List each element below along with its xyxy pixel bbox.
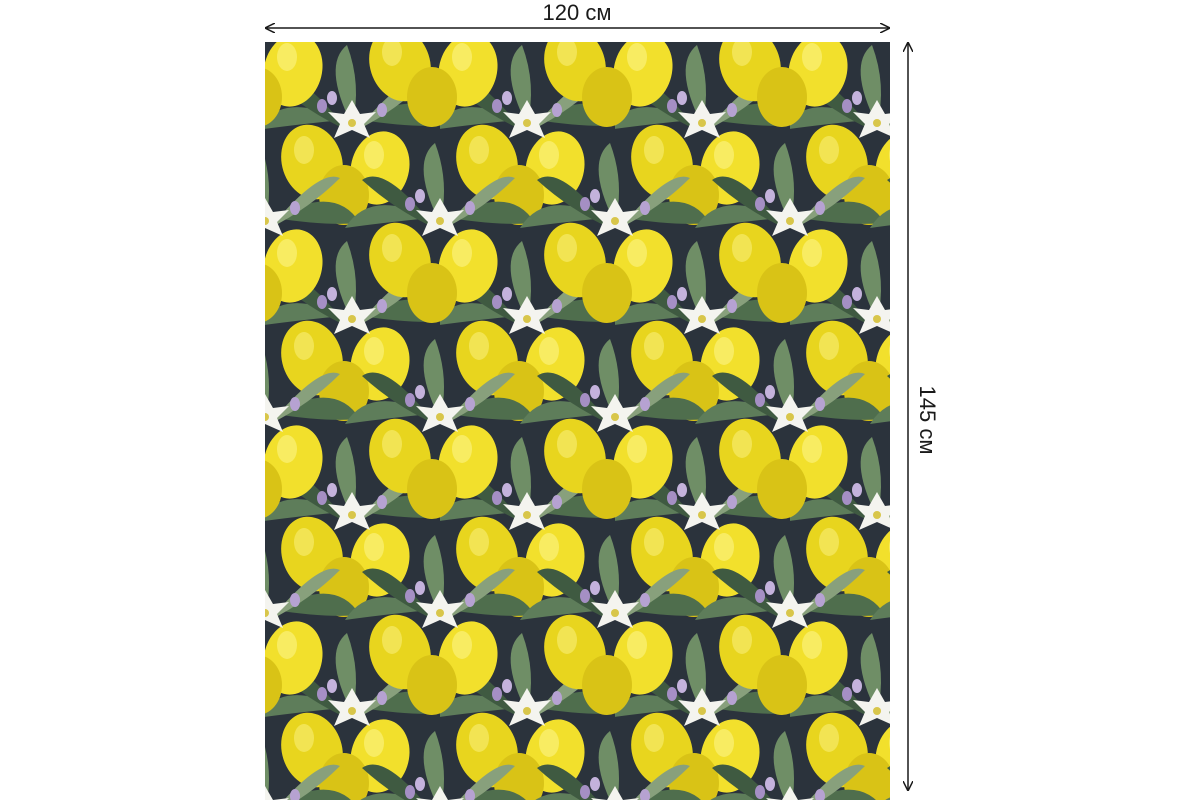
- width-label: 120 см: [543, 0, 612, 25]
- height-label: 145 см: [915, 386, 940, 455]
- fabric-pattern: [265, 42, 890, 800]
